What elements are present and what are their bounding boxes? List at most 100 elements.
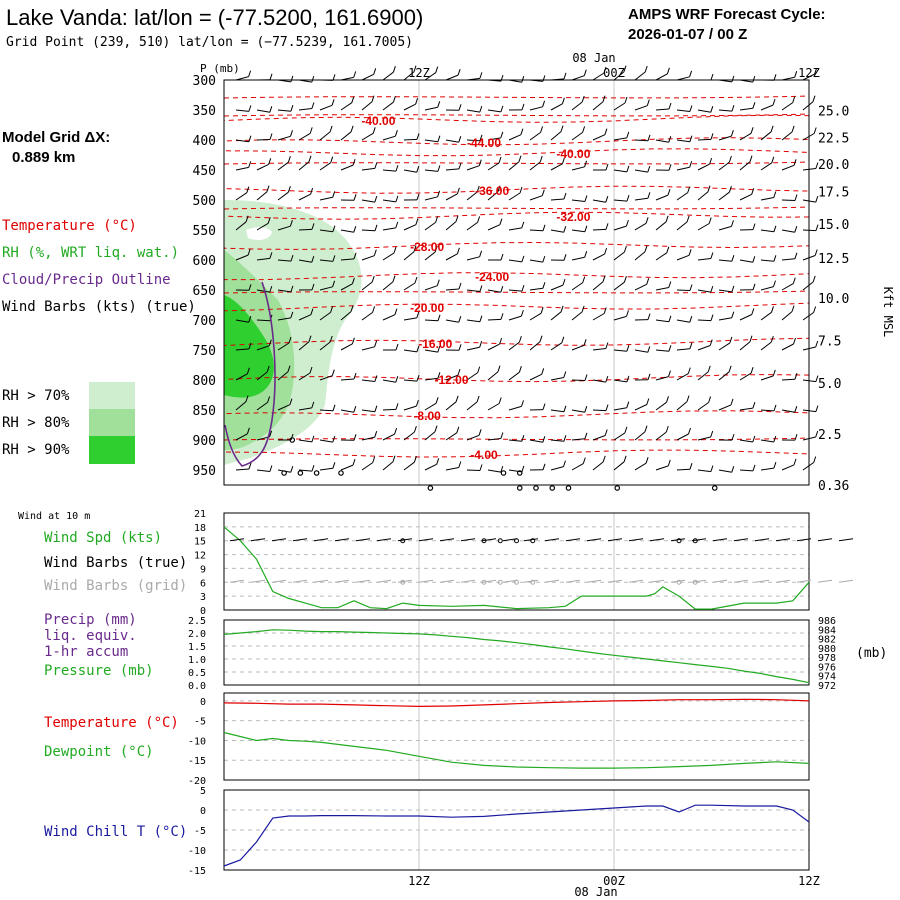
- wind-barb: [739, 127, 754, 141]
- wind-barb: [466, 366, 481, 381]
- wind-barb: [403, 133, 420, 141]
- pressure-tick-label: 400: [193, 134, 216, 149]
- surface-calm-marker: [481, 538, 487, 544]
- surface-wind-barb-grid: [313, 579, 329, 583]
- panel-frame: [223, 619, 810, 686]
- wind-barb: [718, 220, 734, 231]
- precip-label: Precip (mm): [44, 612, 137, 628]
- wind-barb: [487, 105, 504, 113]
- wind-barb: [277, 254, 294, 262]
- wind-barb: [613, 131, 630, 141]
- wind-barb: [340, 434, 357, 441]
- wind-barb: [802, 430, 819, 441]
- wind-barb: [445, 247, 460, 261]
- calm-marker: [427, 485, 434, 491]
- wind-barb: [361, 224, 378, 232]
- wind-barb: [487, 432, 504, 441]
- wind-barb: [592, 307, 607, 321]
- wind-barb: [592, 455, 606, 471]
- cloud-precip-outline: [224, 281, 276, 467]
- wind-barb: [739, 223, 756, 231]
- surface-wind-barb-true: [817, 538, 833, 542]
- wind-barb: [508, 76, 525, 83]
- wind-barb: [739, 155, 753, 171]
- surface-wind-barb-true: [607, 538, 623, 542]
- wind-barb: [466, 341, 483, 351]
- temperature-panel: 0 -5 -10 -15 -20: [188, 692, 810, 787]
- wind-panel: 0 3 6 9 12 15 18 21: [194, 509, 854, 617]
- surface-wind-barb-true: [754, 538, 770, 542]
- legend-rh70-label: RH > 70%: [2, 388, 70, 404]
- wind-barb: [593, 163, 609, 171]
- wind-barb: [592, 247, 608, 261]
- surface-calm-marker-grid: [676, 579, 682, 585]
- panel-tick-label: 0: [200, 606, 206, 617]
- temperature-contour-line: [223, 95, 810, 99]
- panel-tick-label: 3: [200, 592, 206, 603]
- wind-barb: [697, 285, 714, 293]
- calm-marker: [549, 485, 556, 491]
- wind-barb: [424, 425, 438, 441]
- wind-barb: [760, 191, 777, 201]
- wind-barb: [277, 186, 291, 201]
- temperature-contour-line: [223, 449, 810, 459]
- wind-barb: [697, 339, 713, 351]
- wind-barb: [382, 130, 398, 141]
- pressure-tick-label: 650: [193, 284, 216, 299]
- wind-barb: [508, 465, 525, 473]
- surface-calm-marker: [400, 538, 406, 544]
- wind-barb: [340, 277, 355, 291]
- wind-barb: [571, 432, 588, 441]
- wind-barb: [235, 186, 250, 201]
- pressure-tick-label: 500: [193, 194, 216, 209]
- wind-barb: [634, 245, 648, 261]
- wind-barb: [508, 128, 524, 141]
- wind-barb: [277, 156, 291, 171]
- wind-barb: [550, 460, 566, 471]
- wind-barb: [634, 398, 650, 411]
- wind-barb: [256, 285, 273, 293]
- precip-label-line3: 1-hr accum: [44, 644, 128, 660]
- pressure-tick-label: 750: [193, 344, 216, 359]
- surface-wind-barb-true: [838, 538, 854, 542]
- wind-barb: [802, 162, 819, 171]
- surface-wind-barb-grid: [817, 579, 833, 583]
- rh-fill-areas: [224, 200, 362, 465]
- pressure-unit-label: (mb): [856, 646, 887, 661]
- wind-barb: [256, 465, 273, 472]
- wind-barb: [361, 306, 376, 321]
- temperature-contour-label: -28.00: [410, 240, 444, 254]
- kft-axis-title: Kft MSL: [881, 287, 895, 338]
- wind-barb: [382, 308, 398, 321]
- wind-barb: [634, 192, 651, 201]
- wind-barb: [361, 431, 378, 441]
- panel-tick-label: 18: [194, 523, 206, 534]
- wind-barb: [487, 286, 504, 293]
- pressure-tick-label: 450: [193, 164, 216, 179]
- surface-wind-barb-true: [691, 538, 707, 542]
- wind-barb: [256, 133, 273, 141]
- surface-wind-barb-true: [439, 538, 455, 542]
- wind-barb: [550, 254, 567, 261]
- bottom-time-tick-label: 12Z: [798, 874, 820, 888]
- legend-cloud: Cloud/Precip Outline: [2, 272, 171, 288]
- temperature-contour-label: -12.00: [434, 373, 468, 387]
- surface-wind-barb-grid: [628, 579, 644, 583]
- wind-barb: [571, 225, 588, 233]
- wind-barb: [592, 342, 609, 351]
- wind-barb: [781, 433, 798, 441]
- wind-barb: [781, 337, 796, 351]
- pressure-label: Pressure (mb): [44, 663, 154, 679]
- calm-marker: [297, 470, 304, 476]
- wind-barb: [487, 218, 503, 231]
- wind-barb: [277, 75, 294, 83]
- wind-barb: [319, 156, 334, 171]
- surface-wind-barb-true: [229, 538, 245, 542]
- surface-wind-barb-grid: [481, 579, 497, 583]
- wind-barb: [529, 155, 543, 171]
- wind-barb: [718, 186, 732, 201]
- wind-barb: [655, 164, 672, 171]
- wind-barb: [466, 250, 483, 261]
- wind-barb: [802, 224, 819, 232]
- wind-barb: [424, 245, 438, 261]
